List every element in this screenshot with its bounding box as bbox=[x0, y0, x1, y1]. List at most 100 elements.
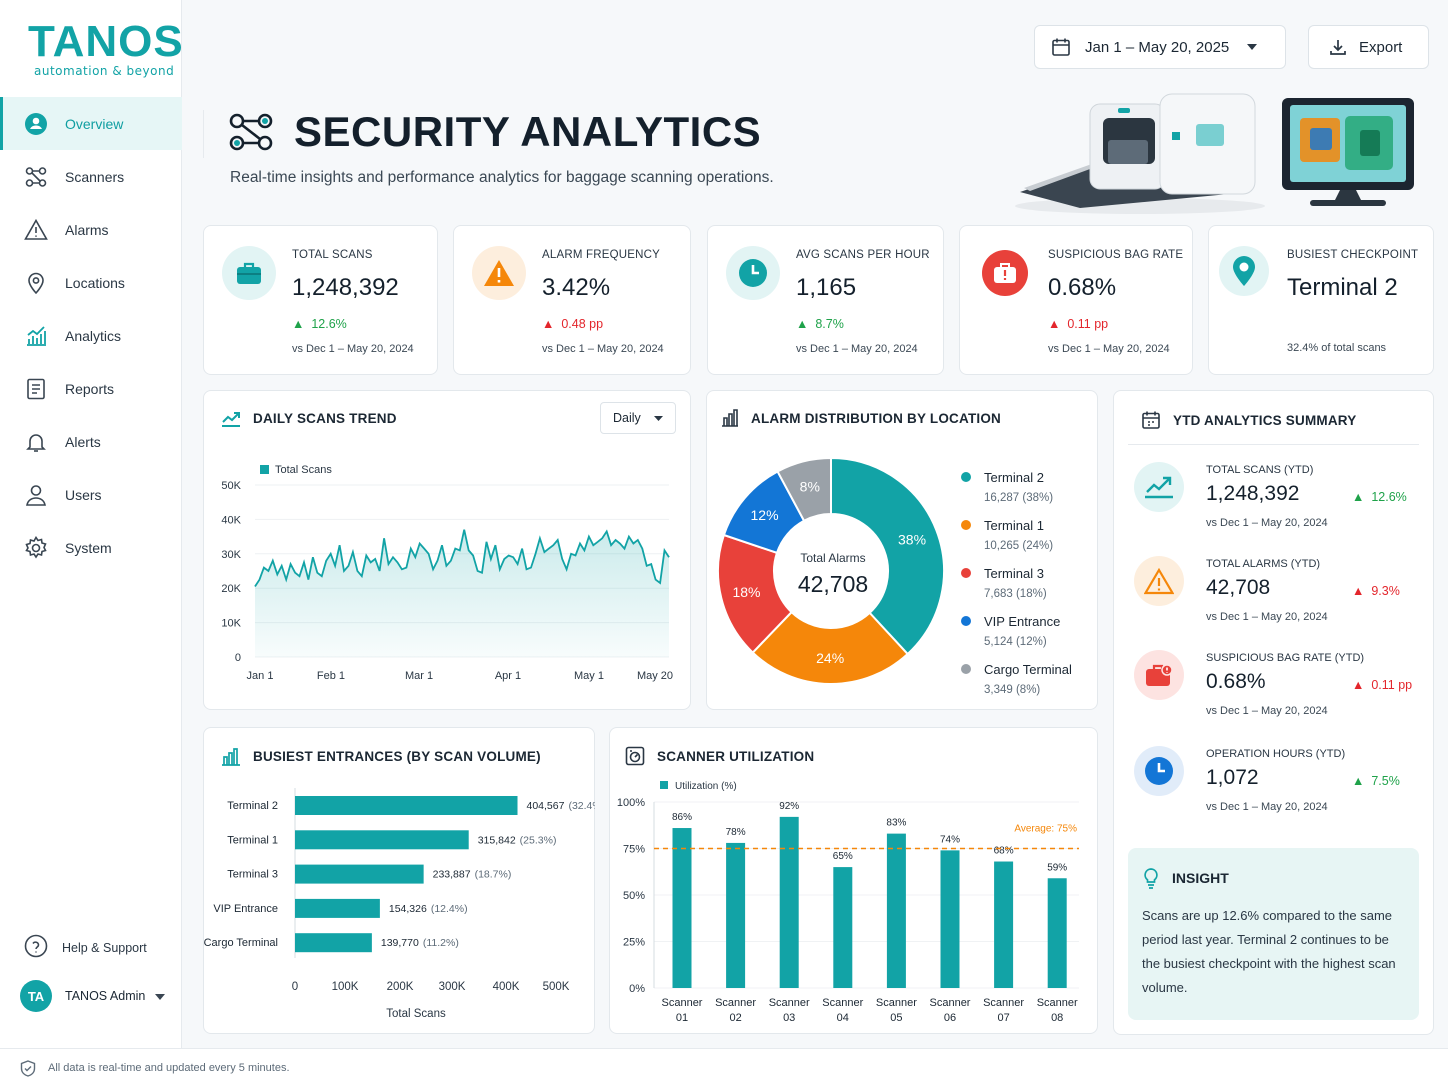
bar-value-label: 139,770 bbox=[381, 937, 419, 949]
location-icon bbox=[24, 271, 48, 295]
sidebar-item-alerts[interactable]: Alerts bbox=[0, 415, 182, 468]
export-button[interactable]: Export bbox=[1308, 25, 1429, 69]
help-support-link[interactable]: Help & Support bbox=[24, 934, 147, 961]
insight-box: INSIGHT Scans are up 12.6% compared to t… bbox=[1128, 848, 1419, 1020]
category-label: Terminal 1 bbox=[227, 834, 278, 846]
arrow-up-icon: ▲ bbox=[1048, 317, 1061, 331]
ytd-row-total-alarms[interactable]: TOTAL ALARMS (YTD) 42,708 ▲ 9.3% vs Dec … bbox=[1134, 556, 1424, 646]
ytd-comparison: vs Dec 1 – May 20, 2024 bbox=[1206, 705, 1328, 717]
bag-alert-icon bbox=[1134, 650, 1184, 700]
x-axis-label: Total Scans bbox=[386, 1008, 446, 1020]
x-tick-label: 05 bbox=[890, 1012, 902, 1024]
ytd-value: 1,248,392 bbox=[1206, 482, 1300, 505]
page-title: SECURITY ANALYTICS bbox=[294, 108, 762, 155]
bar-terminal-3 bbox=[295, 864, 424, 884]
date-range-picker[interactable]: Jan 1 – May 20, 2025 bbox=[1034, 25, 1286, 69]
sidebar-item-label: Reports bbox=[65, 380, 115, 397]
legend-value: 3,349 (8%) bbox=[984, 684, 1040, 696]
sidebar-item-alarms[interactable]: Alarms bbox=[0, 203, 182, 256]
y-tick-label: 0% bbox=[629, 983, 645, 995]
ytd-comparison: vs Dec 1 – May 20, 2024 bbox=[1206, 517, 1328, 529]
avatar: TA bbox=[20, 980, 52, 1012]
legend-dot bbox=[961, 568, 971, 578]
kpi-delta: ▲ 8.7% bbox=[796, 317, 844, 331]
sidebar-item-overview[interactable]: Overview bbox=[0, 97, 182, 150]
x-tick-label: May 1 bbox=[574, 670, 604, 682]
sidebar-item-system[interactable]: System bbox=[0, 521, 182, 574]
x-tick-label: Scanner bbox=[715, 997, 756, 1009]
sidebar-item-reports[interactable]: Reports bbox=[0, 362, 182, 415]
arrow-up-icon: ▲ bbox=[796, 317, 809, 331]
kpi-value: 1,248,392 bbox=[292, 274, 399, 301]
x-tick-label: Mar 1 bbox=[405, 670, 433, 682]
help-icon bbox=[24, 934, 48, 961]
kpi-label: AVG SCANS PER HOUR bbox=[796, 249, 930, 261]
slice-pct-label: 24% bbox=[816, 650, 844, 666]
logo[interactable]: TANOS automation & beyond bbox=[28, 20, 184, 79]
ytd-value: 0.68% bbox=[1206, 670, 1266, 693]
building-chart-icon bbox=[721, 409, 739, 427]
x-tick-label: 100K bbox=[332, 981, 359, 993]
ytd-comparison: vs Dec 1 – May 20, 2024 bbox=[1206, 801, 1328, 813]
bar-pct-label: (11.2%) bbox=[423, 937, 459, 949]
ytd-row-total-scans[interactable]: TOTAL SCANS (YTD) 1,248,392 ▲ 12.6% vs D… bbox=[1134, 462, 1424, 552]
kpi-card-avg-scans[interactable]: AVG SCANS PER HOUR 1,165 ▲ 8.7% vs Dec 1… bbox=[707, 225, 944, 375]
sidebar-item-analytics[interactable]: Analytics bbox=[0, 309, 182, 362]
divider bbox=[1128, 444, 1419, 445]
sidebar-item-locations[interactable]: Locations bbox=[0, 256, 182, 309]
page-subtitle: Real-time insights and performance analy… bbox=[230, 169, 774, 186]
slice-pct-label: 18% bbox=[732, 584, 760, 600]
bar-pct-label: (18.7%) bbox=[475, 869, 512, 881]
ytd-label: OPERATION HOURS (YTD) bbox=[1206, 748, 1346, 760]
kpi-label: TOTAL SCANS bbox=[292, 249, 373, 261]
legend-value: 7,683 (18%) bbox=[984, 588, 1047, 600]
granularity-dropdown[interactable]: Daily bbox=[600, 402, 676, 434]
donut-slice-terminal-1 bbox=[751, 610, 910, 685]
category-label: Terminal 2 bbox=[227, 800, 278, 812]
legend-value: 16,287 (38%) bbox=[984, 492, 1053, 504]
arrow-up-icon: ▲ bbox=[542, 317, 555, 331]
legend-label: Terminal 3 bbox=[984, 566, 1044, 581]
bag-alert-icon bbox=[982, 250, 1028, 296]
warning-icon bbox=[1134, 556, 1184, 606]
bar-value-label: 74% bbox=[940, 834, 960, 845]
kpi-card-alarm-frequency[interactable]: ALARM FREQUENCY 3.42% ▲ 0.48 pp vs Dec 1… bbox=[453, 225, 691, 375]
ytd-row-operation-hours[interactable]: OPERATION HOURS (YTD) 1,072 ▲ 7.5% vs De… bbox=[1134, 746, 1424, 836]
x-tick-label: Scanner bbox=[1037, 997, 1078, 1009]
kpi-card-total-scans[interactable]: TOTAL SCANS 1,248,392 ▲ 12.6% vs Dec 1 –… bbox=[203, 225, 438, 375]
alarm-icon bbox=[24, 218, 48, 242]
user-menu[interactable]: TA TANOS Admin bbox=[20, 980, 166, 1012]
donut-slice-cargo-terminal bbox=[776, 456, 832, 523]
arrow-up-icon: ▲ bbox=[1352, 584, 1365, 598]
bar-scanner-05 bbox=[886, 833, 906, 988]
y-tick-label: 75% bbox=[623, 844, 645, 856]
donut-slice-terminal-2 bbox=[830, 456, 945, 656]
ytd-delta: ▲ 12.6% bbox=[1352, 490, 1407, 504]
y-tick-label: 30K bbox=[221, 549, 241, 561]
sidebar-item-users[interactable]: Users bbox=[0, 468, 182, 521]
y-tick-label: 10K bbox=[221, 618, 241, 630]
alarm-distribution-title-text: ALARM DISTRIBUTION BY LOCATION bbox=[751, 410, 1001, 426]
kpi-card-busiest-checkpoint[interactable]: BUSIEST CHECKPOINT Terminal 2 32.4% of t… bbox=[1208, 225, 1434, 375]
kpi-comparison: vs Dec 1 – May 20, 2024 bbox=[796, 343, 918, 355]
page-title-group: SECURITY ANALYTICS bbox=[228, 108, 761, 156]
x-tick-label: 01 bbox=[676, 1012, 688, 1024]
insight-text: Scans are up 12.6% compared to the same … bbox=[1142, 908, 1396, 995]
sidebar: TANOS automation & beyond Overview Scann… bbox=[0, 0, 184, 1048]
sidebar-item-label: Overview bbox=[65, 115, 124, 132]
bar-value-label: 83% bbox=[886, 818, 906, 829]
ytd-row-suspicious-bag[interactable]: SUSPICIOUS BAG RATE (YTD) 0.68% ▲ 0.11 p… bbox=[1134, 650, 1424, 740]
kpi-comparison: vs Dec 1 – May 20, 2024 bbox=[542, 343, 664, 355]
ytd-label: SUSPICIOUS BAG RATE (YTD) bbox=[1206, 652, 1365, 664]
scanner-illustration bbox=[1015, 93, 1414, 214]
kpi-delta: ▲ 0.48 pp bbox=[542, 317, 603, 331]
bar-value-label: 68% bbox=[994, 846, 1014, 857]
kpi-delta: ▲ 12.6% bbox=[292, 317, 347, 331]
briefcase-icon bbox=[222, 246, 276, 300]
sidebar-item-scanners[interactable]: Scanners bbox=[0, 150, 182, 203]
legend-value: 5,124 (12%) bbox=[984, 636, 1047, 648]
legend-dot bbox=[961, 616, 971, 626]
kpi-card-suspicious-bag[interactable]: SUSPICIOUS BAG RATE 0.68% ▲ 0.11 pp vs D… bbox=[959, 225, 1193, 375]
legend-value: 10,265 (24%) bbox=[984, 540, 1053, 552]
ytd-delta: ▲ 7.5% bbox=[1352, 774, 1400, 788]
